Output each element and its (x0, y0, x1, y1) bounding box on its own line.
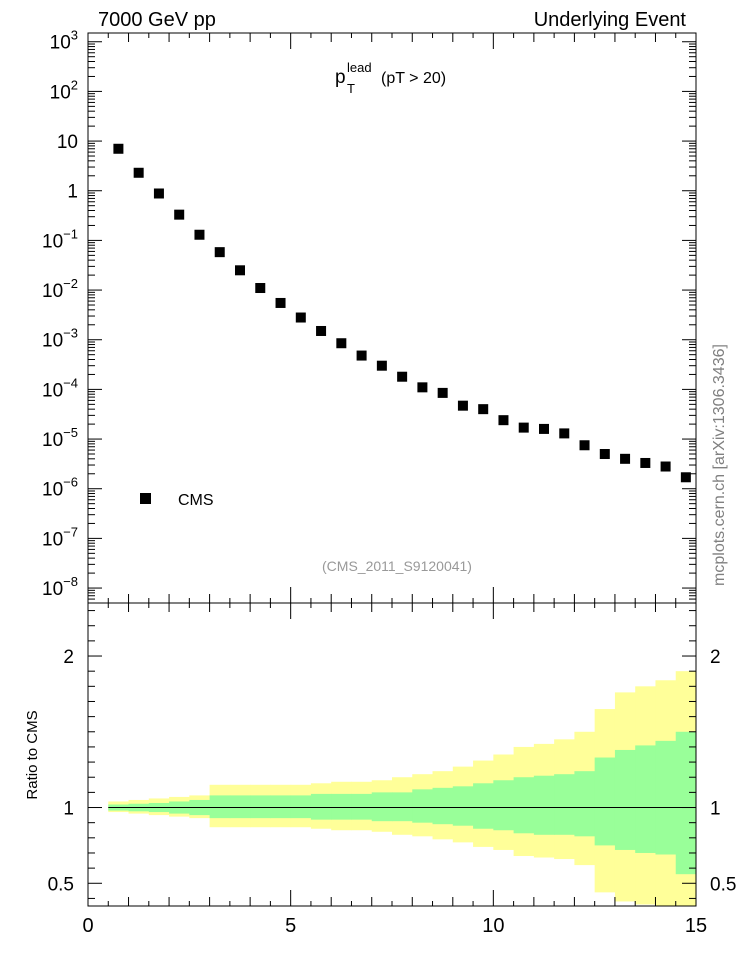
x-tick-label: 5 (285, 915, 296, 937)
data-point (417, 382, 428, 393)
ratio-axis-label: Ratio to CMS (24, 710, 41, 799)
ratio-y-tick-label-left: 1 (63, 799, 74, 820)
ratio-band-inner (371, 792, 393, 822)
ratio-band-inner (452, 786, 474, 826)
ratio-band-inner (655, 740, 677, 855)
ratio-band-inner (351, 793, 373, 820)
ratio-band-inner (331, 793, 352, 820)
lower-y-tick-labels: 0.5 0.5 1 1 2 2 (48, 647, 737, 895)
y-tick-label: 10−2 (42, 276, 78, 302)
legend-marker (140, 493, 151, 504)
analysis-id: (CMS_2011_S9120041) (322, 558, 472, 574)
watermark: mcplots.cern.ch [arXiv:1306.3436] (711, 344, 728, 586)
legend: CMS (140, 492, 214, 509)
upper-x-ticks (87, 33, 697, 603)
plot-title-sup: lead (347, 60, 372, 75)
data-point (174, 209, 185, 220)
data-point (235, 265, 245, 276)
y-tick-label: 103 (50, 28, 78, 54)
y-tick-label: 10−3 (42, 326, 78, 352)
data-point (518, 422, 529, 433)
data-point (316, 325, 327, 336)
ratio-band-inner (392, 792, 413, 822)
data-point (660, 461, 671, 472)
y-tick-label: 10−6 (42, 475, 78, 501)
data-point (579, 440, 590, 451)
y-tick-label: 10−7 (42, 524, 78, 550)
ratio-band-inner (594, 757, 616, 846)
data-point (295, 312, 306, 323)
ratio-y-tick-label-left: 0.5 (48, 874, 74, 895)
data-point (214, 247, 225, 258)
data-points (113, 143, 691, 483)
ratio-y-tick-label-left: 2 (63, 647, 74, 668)
data-point (133, 167, 144, 178)
data-point (356, 350, 367, 361)
legend-label: CMS (178, 492, 214, 509)
ratio-band-inner (290, 795, 312, 819)
y-tick-label: 10−8 (42, 574, 78, 600)
x-tick-label: 15 (685, 915, 707, 937)
y-tick-label: 10−4 (42, 375, 78, 401)
ratio-band-inner (493, 780, 515, 831)
data-point (437, 387, 448, 398)
data-point (113, 143, 124, 154)
ratio-band-inner (554, 774, 575, 835)
data-point (457, 400, 468, 411)
data-point (194, 229, 205, 240)
data-point (559, 428, 570, 439)
ratio-band-inner (533, 775, 555, 835)
energy-label: 7000 GeV pp (98, 9, 216, 31)
data-point (336, 338, 347, 349)
y-tick-label: 10 (57, 132, 78, 153)
ratio-band-inner (270, 795, 292, 819)
y-tick-label: 10−1 (42, 226, 78, 252)
data-point (498, 415, 509, 426)
plot-title-sub: T (347, 81, 355, 96)
ratio-band-inner (250, 795, 271, 819)
plot-title-main: p (335, 67, 346, 88)
data-point (680, 472, 691, 483)
data-point (376, 360, 387, 371)
y-tick-label: 1 (67, 182, 78, 203)
y-tick-label: 102 (50, 77, 78, 103)
x-tick-label: 0 (82, 915, 93, 937)
data-point (397, 371, 408, 382)
data-point (275, 297, 286, 308)
ratio-y-tick-label-right: 2 (710, 647, 721, 668)
ratio-band-inner (513, 777, 535, 834)
upper-y-ticks (88, 41, 696, 604)
data-point (539, 423, 549, 434)
x-tick-label: 10 (482, 915, 504, 937)
ratio-band-inner (310, 793, 332, 820)
upper-frame (87, 32, 697, 604)
lower-ticks (87, 603, 697, 906)
process-label: Underlying Event (534, 9, 687, 31)
ratio-y-tick-label-right: 0.5 (710, 874, 736, 895)
ratio-band-inner (675, 731, 697, 875)
upper-y-tick-labels: 10−8 10−7 10−6 10−5 10−4 10−3 10−2 10−1 1 10 102 10… (42, 28, 78, 600)
ratio-band-inner (635, 745, 656, 853)
data-point (153, 188, 164, 199)
ratio-y-tick-label-right: 1 (710, 799, 721, 820)
ratio-band-inner (412, 789, 434, 823)
ratio-band-inner (209, 795, 231, 819)
ratio-band-inner (574, 771, 596, 837)
data-point (640, 457, 651, 468)
x-tick-labels: 0 5 10 15 (82, 915, 707, 937)
data-point (478, 404, 489, 415)
data-point (599, 449, 610, 460)
y-tick-label: 10−5 (42, 425, 78, 451)
plot-title-suffix: (pT > 20) (381, 70, 446, 87)
data-point (255, 283, 266, 294)
ratio-band-inner (473, 783, 494, 829)
ratio-bands (108, 671, 697, 906)
ratio-band-inner (229, 795, 251, 819)
ratio-band-inner (432, 787, 454, 825)
plot-title: p lead T (pT > 20) (335, 60, 446, 96)
data-point (620, 453, 631, 464)
ratio-band-inner (614, 749, 636, 850)
